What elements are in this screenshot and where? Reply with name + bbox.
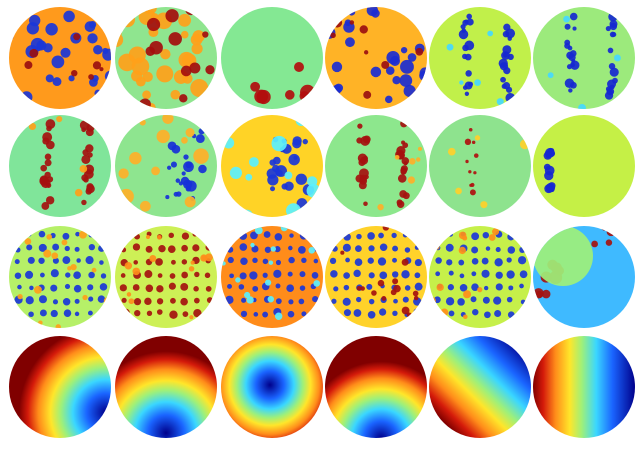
map-disk-r1-c6	[533, 7, 635, 109]
map-disk-r3-c2	[115, 226, 217, 328]
map-image	[533, 336, 635, 438]
map-disk-r3-c5	[429, 226, 531, 328]
map-image	[115, 226, 217, 328]
map-disk-r3-c3	[221, 226, 323, 328]
map-disk-r3-c1	[9, 226, 111, 328]
map-disk-r4-c3	[221, 336, 323, 438]
map-disk-r1-c4	[325, 7, 427, 109]
map-disk-r4-c6	[533, 336, 635, 438]
map-image	[533, 7, 635, 109]
map-image	[9, 115, 111, 217]
map-disk-r1-c5	[429, 7, 531, 109]
map-image	[325, 115, 427, 217]
map-image	[533, 115, 635, 217]
map-image	[9, 226, 111, 328]
map-image	[221, 226, 323, 328]
map-image	[429, 336, 531, 438]
map-image	[115, 336, 217, 438]
map-image	[325, 226, 427, 328]
map-image	[221, 7, 323, 109]
map-disk-r1-c3	[221, 7, 323, 109]
map-disk-r2-c3	[221, 115, 323, 217]
map-disk-r2-c4	[325, 115, 427, 217]
map-disk-r1-c1	[9, 7, 111, 109]
map-disk-r3-c6	[533, 226, 635, 328]
map-disk-r4-c5	[429, 336, 531, 438]
map-disk-r4-c1	[9, 336, 111, 438]
map-image	[115, 7, 217, 109]
map-disk-r4-c2	[115, 336, 217, 438]
map-disk-r4-c4	[325, 336, 427, 438]
map-image	[533, 226, 635, 328]
map-disk-r2-c5	[429, 115, 531, 217]
map-image	[325, 7, 427, 109]
map-disk-r2-c1	[9, 115, 111, 217]
map-image	[115, 115, 217, 217]
map-image	[221, 336, 323, 438]
map-image	[325, 336, 427, 438]
map-disk-r3-c4	[325, 226, 427, 328]
map-image	[9, 7, 111, 109]
map-image	[9, 336, 111, 438]
map-image	[221, 115, 323, 217]
map-image	[429, 226, 531, 328]
map-image	[429, 115, 531, 217]
map-image	[429, 7, 531, 109]
map-disk-r1-c2	[115, 7, 217, 109]
map-disk-r2-c2	[115, 115, 217, 217]
map-disk-r2-c6	[533, 115, 635, 217]
